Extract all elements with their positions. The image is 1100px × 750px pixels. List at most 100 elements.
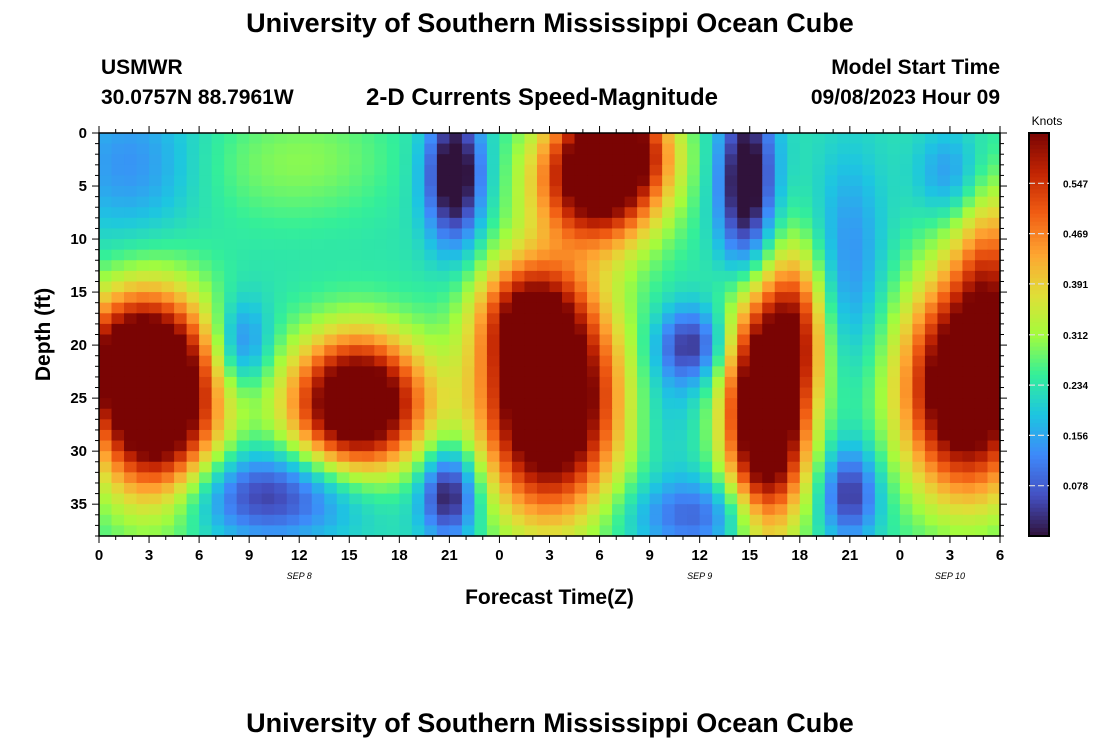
heatmap-cell	[124, 451, 138, 463]
heatmap-cell	[436, 408, 450, 420]
colorbar-cell	[1029, 407, 1049, 412]
heatmap-cell	[974, 207, 989, 219]
heatmap-cell	[749, 525, 763, 537]
colorbar-cell	[1029, 390, 1049, 396]
heatmap-cell	[862, 249, 876, 261]
heatmap-cell	[612, 376, 626, 389]
heatmap-cell	[587, 260, 601, 272]
colorbar-cell	[1029, 169, 1049, 174]
heatmap-cell	[574, 292, 588, 304]
heatmap-cell	[574, 196, 588, 208]
heatmap-cell	[749, 429, 763, 442]
heatmap-cell	[261, 207, 275, 219]
heatmap-cell	[674, 292, 688, 304]
heatmap-cell	[461, 313, 476, 325]
heatmap-cell	[762, 164, 776, 177]
heatmap-cell	[924, 154, 939, 166]
heatmap-cell	[424, 164, 438, 177]
heatmap-cell	[174, 313, 188, 325]
heatmap-cell	[724, 260, 738, 272]
heatmap-cell	[987, 355, 1001, 367]
heatmap-cell	[737, 323, 751, 336]
heatmap-cell	[549, 398, 563, 410]
heatmap-cell	[211, 451, 225, 463]
heatmap-cell	[587, 154, 601, 166]
heatmap-cell	[899, 376, 913, 389]
heatmap-cell	[637, 302, 651, 314]
heatmap-cell	[599, 355, 613, 367]
heatmap-cell	[136, 270, 150, 283]
heatmap-cell	[161, 196, 175, 208]
heatmap-cell	[824, 334, 838, 346]
colorbar-cell	[1029, 322, 1049, 328]
heatmap-cell	[799, 419, 813, 431]
heatmap-cell	[599, 143, 613, 155]
heatmap-cell	[524, 270, 538, 283]
heatmap-cell	[849, 440, 863, 452]
heatmap-cell	[674, 345, 688, 357]
heatmap-cell	[837, 270, 851, 283]
colorbar-cell	[1029, 270, 1049, 275]
heatmap-cell	[286, 207, 300, 219]
heatmap-cell	[511, 196, 526, 208]
heatmap-cell	[924, 387, 939, 399]
heatmap-cell	[912, 196, 926, 208]
heatmap-cell	[787, 154, 801, 166]
heatmap-cell	[599, 239, 613, 251]
colorbar-cell	[1029, 523, 1049, 529]
heatmap-cell	[524, 440, 538, 452]
colorbar-cell	[1029, 431, 1049, 436]
heatmap-cell	[837, 196, 851, 208]
heatmap-cell	[424, 207, 438, 219]
heatmap-cell	[424, 504, 438, 516]
heatmap-cell	[474, 398, 488, 410]
heatmap-cell	[562, 451, 576, 463]
heatmap-cell	[612, 164, 626, 177]
heatmap-cell	[662, 419, 676, 431]
colorbar-cell	[1029, 189, 1049, 195]
heatmap-cell	[186, 292, 200, 304]
heatmap-cell	[699, 164, 713, 177]
heatmap-cell	[899, 270, 913, 283]
heatmap-cell	[136, 292, 150, 304]
heatmap-cell	[149, 419, 163, 431]
heatmap-cell	[274, 239, 288, 251]
heatmap-cell	[762, 313, 776, 325]
colorbar-cell	[1029, 133, 1049, 138]
heatmap-cell	[849, 504, 863, 516]
heatmap-cell	[799, 270, 813, 283]
heatmap-cell	[386, 472, 400, 484]
heatmap-cell	[937, 270, 951, 283]
heatmap-cell	[99, 451, 113, 463]
heatmap-cell	[374, 376, 388, 389]
heatmap-cell	[236, 196, 250, 208]
heatmap-cell	[399, 323, 413, 336]
heatmap-cell	[124, 260, 138, 272]
heatmap-cell	[562, 472, 576, 484]
heatmap-cell	[912, 186, 926, 198]
heatmap-cell	[699, 217, 713, 230]
heatmap-cell	[774, 429, 788, 442]
heatmap-cell	[124, 217, 138, 230]
heatmap-cell	[749, 207, 763, 219]
heatmap-cell	[687, 249, 701, 261]
heatmap-cell	[499, 366, 513, 378]
heatmap-cell	[687, 387, 701, 399]
heatmap-cell	[524, 355, 538, 367]
heatmap-cell	[587, 472, 601, 484]
colorbar-cell	[1029, 310, 1049, 315]
heatmap-cell	[499, 186, 513, 198]
colorbar-cell	[1029, 358, 1049, 364]
heatmap-cell	[762, 143, 776, 155]
heatmap-cell	[812, 366, 826, 378]
heatmap-cell	[149, 355, 163, 367]
heatmap-cell	[486, 398, 501, 410]
heatmap-cell	[99, 334, 113, 346]
heatmap-cell	[136, 249, 150, 261]
heatmap-cell	[136, 355, 150, 367]
heatmap-cell	[587, 504, 601, 516]
station-coordinates: 30.0757N 88.7961W	[101, 86, 294, 109]
heatmap-cell	[536, 154, 551, 166]
heatmap-cell	[737, 440, 751, 452]
heatmap-cell	[299, 323, 313, 336]
